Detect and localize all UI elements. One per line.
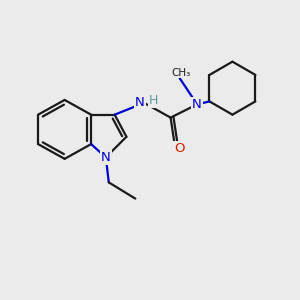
Text: H: H bbox=[149, 94, 158, 107]
Text: N: N bbox=[192, 98, 202, 111]
Text: O: O bbox=[174, 142, 185, 155]
Text: N: N bbox=[135, 96, 145, 110]
Text: N: N bbox=[101, 151, 111, 164]
Text: CH₃: CH₃ bbox=[171, 68, 190, 78]
